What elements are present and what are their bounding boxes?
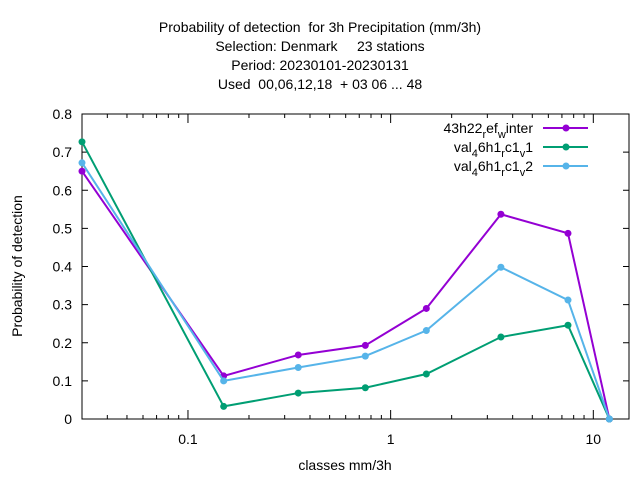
data-point [422,304,430,312]
data-point [361,341,369,349]
data-point [422,370,430,378]
legend-label: val46h1rc1v2 [454,158,533,179]
x-axis-label: classes mm/3h [298,457,391,473]
y-tick-label: 0.4 [53,259,73,275]
title-line-1: Probability of detection for 3h Precipit… [158,19,482,35]
series-line [81,162,611,420]
data-point [361,352,369,360]
data-point [497,263,505,271]
y-tick-label: 0.2 [53,335,73,351]
title-line-2: Selection: Denmark 23 stations [215,38,425,54]
title-line-4: Used 00,06,12,18 + 03 06 ... 48 [217,76,423,92]
x-tick-label: 1 [387,431,395,447]
data-point [497,210,505,218]
y-tick-label: 0.7 [53,144,73,160]
legend-marker [562,124,570,132]
legend-marker [562,162,570,170]
title-line-3: Period: 20230101-20230131 [231,57,409,73]
data-point [294,389,302,397]
legend-item-3: val46h1rc1v2 [454,158,588,179]
x-tick-label: 10 [586,431,602,447]
legend-marker [562,143,570,151]
y-tick-label: 0.6 [53,182,73,198]
legend-item-2: val46h1rc1v1 [454,139,588,160]
y-tick-label: 0.8 [53,106,73,122]
y-tick-label: 0.1 [53,373,73,389]
data-point [294,351,302,359]
data-point [422,327,430,335]
series-line [81,170,611,420]
data-point [564,229,572,237]
x-tick-label: 0.1 [178,431,198,447]
series-1 [78,167,613,423]
legend-label: 43h22refwinter [444,120,534,141]
data-point [497,333,505,341]
legend-item-1: 43h22refwinter [444,120,588,141]
data-point [78,159,86,167]
series-2 [78,138,613,423]
series-line [81,141,611,420]
series-3 [78,159,613,423]
plot-frame [81,113,630,420]
data-point [220,402,228,410]
data-point [78,167,86,175]
data-point [78,138,86,146]
data-point [294,364,302,372]
y-axis-label: Probability of detection [9,195,25,337]
axes: 0 0.1 0.2 0.3 0.4 0.5 0.6 0.7 0.8 0.1 1 10 [53,106,630,447]
plot-series [78,138,613,423]
data-point [564,321,572,329]
data-point [220,377,228,385]
y-tick-label: 0.3 [53,297,73,313]
data-point [605,415,613,423]
data-point [361,384,369,392]
legend-label: val46h1rc1v1 [454,139,533,160]
data-point [564,296,572,304]
y-tick-label: 0.5 [53,220,73,236]
y-tick-label: 0 [64,411,72,427]
